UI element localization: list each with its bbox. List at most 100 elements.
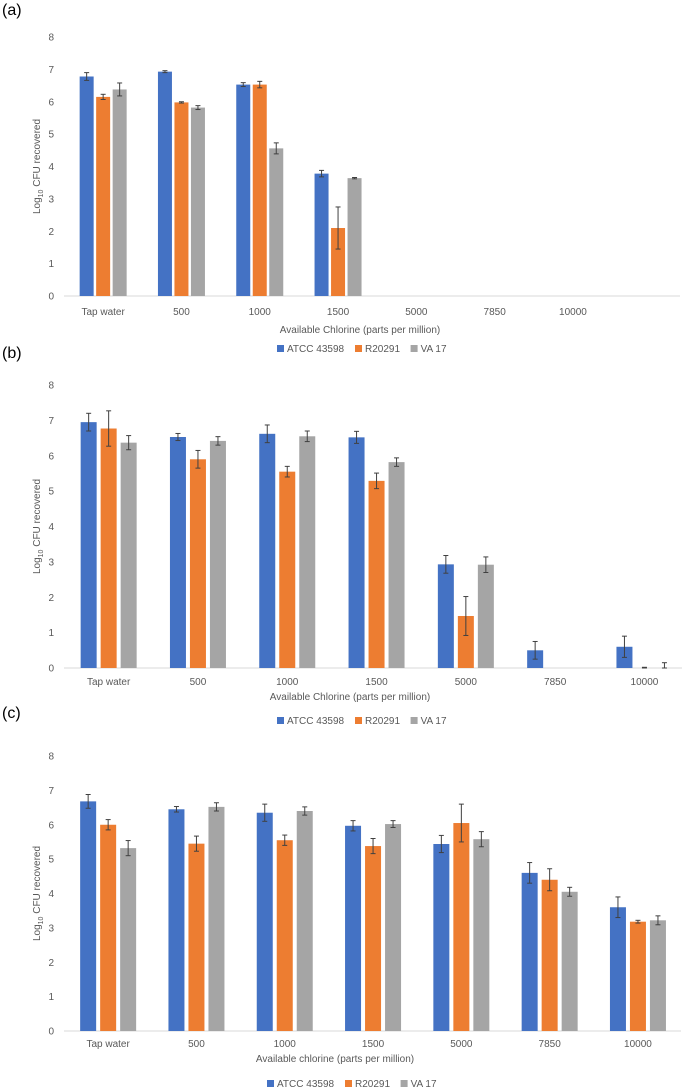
x-tick-label: 10000 — [631, 677, 659, 688]
bar-r20291 — [629, 921, 646, 1031]
bar-atcc-43598 — [433, 844, 450, 1031]
legend-swatch — [277, 717, 284, 724]
chart-panel-1: (b) 0 1 2 3 4 5 6 7 8 Tap water 500 1000 1500 5000 7850… — [2, 345, 682, 727]
y-tick-label: 5 — [48, 855, 54, 866]
bar-r20291 — [100, 428, 117, 668]
bar-va-17 — [296, 811, 313, 1031]
y-tick-label: 4 — [48, 889, 54, 900]
bar-va-17 — [388, 462, 405, 668]
panel-label: (a) — [2, 2, 22, 19]
bar-r20291 — [331, 228, 346, 296]
x-tick-label: 1000 — [274, 1039, 297, 1050]
bar-atcc-43598 — [437, 564, 454, 668]
x-tick-label: 1500 — [365, 677, 388, 688]
x-tick-label: 1000 — [249, 307, 272, 318]
y-tick-label: 3 — [48, 194, 54, 205]
y-tick-label: 1 — [48, 628, 54, 639]
bar-atcc-43598 — [80, 801, 97, 1031]
y-tick-label: 8 — [48, 752, 54, 763]
bar-r20291 — [100, 824, 117, 1031]
y-tick-label: 4 — [48, 522, 54, 533]
bar-atcc-43598 — [521, 872, 538, 1031]
bar-atcc-43598 — [348, 437, 365, 668]
legend-swatch — [277, 345, 284, 352]
x-tick-label: 7850 — [484, 307, 507, 318]
bar-va-17 — [385, 824, 402, 1031]
bar-r20291 — [368, 480, 385, 668]
y-tick-label: 7 — [48, 65, 54, 76]
bar-atcc-43598 — [345, 825, 362, 1031]
bar-va-17 — [208, 806, 225, 1031]
bar-va-17 — [112, 89, 127, 296]
legend-entry: ATCC 43598 — [277, 1079, 335, 1090]
bar-va-17 — [299, 436, 316, 668]
y-tick-label: 6 — [48, 451, 54, 462]
x-tick-label: 500 — [190, 677, 207, 688]
chart-panel-2: (c) 0 1 2 3 4 5 6 7 8 Tap water 500 1000 1500 5000 7850… — [2, 705, 681, 1090]
bar-va-17 — [347, 178, 362, 296]
legend-swatch — [267, 1080, 274, 1087]
chart-panel-0: (a) 0 1 2 3 4 5 6 7 8 Tap water 500 1000 1500 5000 7850… — [2, 2, 680, 355]
y-tick-label: 0 — [48, 664, 54, 675]
x-tick-label: 5000 — [455, 677, 478, 688]
bar-atcc-43598 — [609, 907, 626, 1031]
bar-va-17 — [473, 839, 490, 1031]
x-tick-label: Tap water — [86, 1039, 130, 1050]
y-tick-label: 2 — [48, 227, 54, 238]
legend-entry: VA 17 — [421, 344, 447, 355]
bar-atcc-43598 — [259, 433, 276, 668]
x-tick-label: 500 — [173, 307, 190, 318]
bar-atcc-43598 — [169, 437, 186, 668]
bar-va-17 — [190, 107, 205, 296]
y-tick-label: 3 — [48, 923, 54, 934]
legend-swatch — [355, 717, 362, 724]
x-tick-label: 5000 — [405, 307, 428, 318]
x-tick-label: 500 — [188, 1039, 205, 1050]
legend-entry: ATCC 43598 — [287, 716, 345, 727]
bar-r20291 — [453, 823, 470, 1031]
bar-atcc-43598 — [168, 809, 185, 1031]
y-tick-label: 7 — [48, 786, 54, 797]
bar-atcc-43598 — [80, 422, 97, 668]
bar-r20291 — [96, 96, 111, 296]
bar-va-17 — [120, 442, 137, 668]
x-axis-label: Available Chlorine (parts per million) — [280, 325, 440, 336]
y-tick-label: 6 — [48, 97, 54, 108]
bar-r20291 — [279, 471, 296, 668]
legend-swatch — [410, 717, 418, 724]
legend-swatch — [345, 1080, 352, 1087]
bar-va-17 — [561, 891, 578, 1031]
legend-entry: R20291 — [365, 344, 400, 355]
panel-label: (c) — [2, 705, 21, 722]
legend-swatch — [400, 1080, 408, 1087]
x-tick-label: 10000 — [624, 1039, 652, 1050]
y-axis-label: Log10 CFU recovered — [32, 479, 45, 574]
bar-va-17 — [269, 148, 284, 296]
legend-entry: R20291 — [365, 716, 400, 727]
y-tick-label: 0 — [48, 1027, 54, 1038]
bar-r20291 — [276, 840, 293, 1031]
bar-r20291 — [365, 846, 382, 1031]
bar-va-17 — [209, 440, 226, 668]
y-tick-label: 2 — [48, 593, 54, 604]
x-tick-label: 10000 — [559, 307, 587, 318]
y-tick-label: 4 — [48, 162, 54, 173]
y-tick-label: 8 — [48, 381, 54, 392]
y-tick-label: 7 — [48, 416, 54, 427]
bar-atcc-43598 — [236, 84, 251, 296]
y-tick-label: 5 — [48, 487, 54, 498]
x-tick-label: 1500 — [362, 1039, 385, 1050]
bar-atcc-43598 — [157, 71, 172, 296]
x-tick-label: Tap water — [81, 307, 125, 318]
x-tick-label: 1000 — [276, 677, 299, 688]
bar-r20291 — [541, 879, 558, 1031]
bar-r20291 — [189, 459, 206, 668]
legend-entry: VA 17 — [411, 1079, 437, 1090]
y-tick-label: 1 — [48, 992, 54, 1003]
legend-swatch — [355, 345, 362, 352]
bar-atcc-43598 — [256, 812, 273, 1031]
x-tick-label: 1500 — [327, 307, 350, 318]
legend-entry: ATCC 43598 — [287, 344, 345, 355]
bar-r20291 — [457, 615, 474, 668]
legend-swatch — [410, 345, 418, 352]
